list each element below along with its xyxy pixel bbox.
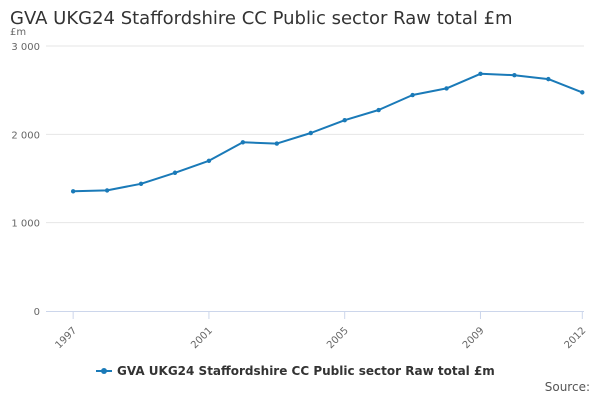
y-axis-unit-label: £m	[10, 27, 26, 38]
legend-label: GVA UKG24 Staffordshire CC Public sector…	[117, 364, 495, 378]
data-point[interactable]	[410, 92, 415, 98]
data-point[interactable]	[308, 130, 313, 136]
data-point[interactable]	[444, 86, 449, 91]
data-point[interactable]	[240, 140, 246, 145]
legend[interactable]: GVA UKG24 Staffordshire CC Public sector…	[96, 364, 495, 378]
data-point[interactable]	[274, 141, 280, 146]
x-tick-label: 2012	[563, 325, 589, 351]
data-point[interactable]	[342, 118, 347, 123]
x-tick-label: 2005	[325, 325, 351, 351]
x-tick-label: 1997	[53, 325, 79, 351]
legend-swatch	[96, 368, 112, 374]
data-point[interactable]	[104, 188, 110, 193]
chart-title: GVA UKG24 Staffordshire CC Public sector…	[10, 8, 513, 29]
data-point[interactable]	[70, 189, 76, 194]
series-layer	[70, 71, 585, 194]
x-tick-label: 2009	[461, 325, 487, 351]
data-point[interactable]	[580, 90, 585, 95]
source-label[interactable]: Source:	[544, 380, 590, 394]
data-point[interactable]	[172, 170, 178, 175]
data-point[interactable]	[206, 158, 212, 164]
series-line[interactable]	[73, 72, 583, 193]
gridlines	[46, 45, 584, 224]
data-point[interactable]	[138, 181, 144, 186]
y-tick-label: 1 000	[11, 219, 40, 230]
y-tick-label: 0	[34, 307, 40, 318]
data-point[interactable]	[546, 76, 551, 82]
y-tick-label: 3 000	[11, 42, 40, 53]
legend-marker	[101, 368, 107, 374]
x-tick-label: 2001	[189, 325, 215, 351]
y-tick-label: 2 000	[11, 130, 40, 141]
data-point[interactable]	[478, 71, 483, 77]
data-point[interactable]	[512, 72, 517, 78]
data-point[interactable]	[376, 107, 381, 113]
